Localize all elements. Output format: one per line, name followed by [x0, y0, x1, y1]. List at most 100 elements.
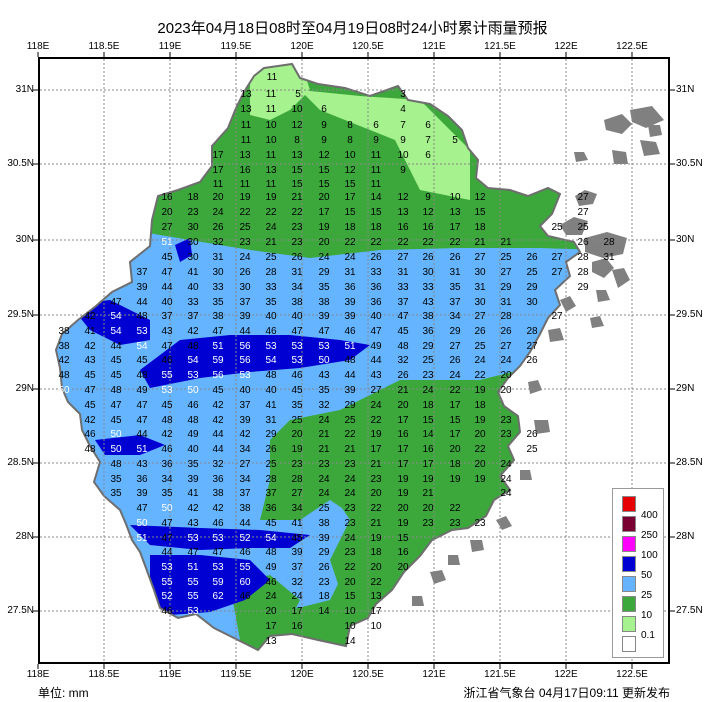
rainfall-value: 42: [84, 311, 96, 322]
rainfall-value: 23: [422, 370, 434, 381]
rainfall-value: 20: [370, 488, 382, 499]
rainfall-value: 26: [265, 444, 277, 455]
rainfall-value: 53: [265, 341, 277, 352]
rainfall-value: 42: [84, 415, 96, 426]
rainfall-value: 10: [265, 120, 277, 131]
right-lat-label: 28N: [676, 531, 695, 542]
rainfall-value: 26: [291, 252, 303, 263]
rainfall-value: 16: [161, 192, 173, 203]
rainfall-value: 19: [318, 222, 330, 233]
rainfall-value: 44: [370, 355, 382, 366]
rainfall-value: 13: [397, 207, 409, 218]
rainfall-value: 44: [212, 444, 224, 455]
rainfall-value: 23: [318, 577, 330, 588]
legend-label: 10: [641, 610, 653, 621]
rainfall-value: 38: [422, 311, 434, 322]
rainfall-value: 38: [239, 503, 251, 514]
rainfall-value: 20: [500, 370, 512, 381]
rainfall-value: 48: [110, 385, 122, 396]
left-lat-label: 28.5N: [7, 457, 34, 468]
rainfall-value: 29: [265, 429, 277, 440]
rainfall-value: 12: [344, 165, 356, 176]
rainfall-value: 45: [397, 326, 409, 337]
rainfall-value: 48: [344, 355, 356, 366]
rainfall-value: 37: [397, 297, 409, 308]
bottom-lon-label: 119E: [158, 669, 182, 680]
rainfall-value: 27: [577, 207, 589, 218]
rainfall-value: 36: [370, 297, 382, 308]
source-label: 浙江省气象台 04月17日09:11 更新发布: [463, 686, 670, 700]
rainfall-value: 48: [397, 341, 409, 352]
rainfall-value: 15: [474, 207, 486, 218]
rainfall-value: 27: [474, 252, 486, 263]
rainfall-value: 22: [370, 237, 382, 248]
rainfall-value: 53: [161, 562, 173, 573]
rainfall-value: 51: [136, 533, 148, 544]
rainfall-value: 17: [422, 459, 434, 470]
rainfall-value: 20: [370, 562, 382, 573]
rainfall-value: 13: [265, 165, 277, 176]
rainfall-value: 23: [344, 503, 356, 514]
rainfall-value: 23: [344, 459, 356, 470]
rainfall-value: 38: [212, 488, 224, 499]
rainfall-value: 29: [318, 547, 330, 558]
rainfall-value: 32: [212, 459, 224, 470]
rainfall-value: 56: [239, 355, 251, 366]
rainfall-value: 53: [318, 341, 330, 352]
legend-swatch: [622, 516, 636, 532]
rainfall-value: 4: [400, 104, 406, 115]
rainfall-value: 31: [265, 415, 277, 426]
rainfall-value: 19: [449, 474, 461, 485]
rainfall-value: 39: [344, 311, 356, 322]
rainfall-value: 25: [265, 459, 277, 470]
rainfall-value: 15: [344, 179, 356, 190]
rainfall-value: 20: [500, 385, 512, 396]
rainfall-value: 55: [187, 591, 199, 602]
rainfall-value: 14: [318, 606, 330, 617]
rainfall-value: 59: [212, 355, 224, 366]
rainfall-value: 16: [422, 444, 434, 455]
rainfall-value: 25: [526, 267, 538, 278]
rainfall-value: 37: [291, 562, 303, 573]
rainfall-value: 6: [373, 120, 379, 131]
rainfall-value: 27: [449, 341, 461, 352]
rainfall-value: 17: [397, 444, 409, 455]
rainfall-value: 29: [344, 400, 356, 411]
rainfall-value: 39: [136, 282, 148, 293]
rainfall-value: 42: [187, 326, 199, 337]
rainfall-value: 47: [110, 400, 122, 411]
rainfall-value: 49: [187, 429, 199, 440]
rainfall-value: 35: [291, 400, 303, 411]
rainfall-value: 7: [425, 135, 431, 146]
rainfall-value: 47: [161, 267, 173, 278]
rainfall-value: 45: [212, 385, 224, 396]
rainfall-value: 26: [318, 562, 330, 573]
rainfall-value: 45: [84, 370, 96, 381]
rainfall-value: 35: [187, 459, 199, 470]
rainfall-value: 30: [187, 222, 199, 233]
rainfall-value: 49: [136, 385, 148, 396]
rainfall-value: 18: [474, 222, 486, 233]
unit-label: 单位: mm: [38, 686, 89, 700]
rainfall-value: 10: [344, 606, 356, 617]
rainfall-value: 33: [397, 282, 409, 293]
rainfall-value: 46: [239, 591, 251, 602]
rainfall-value: 23: [291, 222, 303, 233]
rainfall-value: 19: [265, 192, 277, 203]
rainfall-value: 15: [370, 207, 382, 218]
rainfall-value: 17: [449, 400, 461, 411]
rainfall-value: 11: [371, 150, 382, 161]
rainfall-value: 54: [136, 341, 148, 352]
rainfall-value: 35: [265, 297, 277, 308]
rainfall-value: 21: [370, 518, 382, 529]
rainfall-value: 41: [84, 326, 96, 337]
bottom-lon-label: 122.5E: [616, 669, 648, 680]
rainfall-value: 15: [344, 207, 356, 218]
rainfall-value: 26: [449, 355, 461, 366]
rainfall-value: 28: [265, 267, 277, 278]
rainfall-value: 34: [291, 503, 303, 514]
top-lon-label: 122.5E: [616, 41, 648, 52]
rainfall-value: 20: [397, 503, 409, 514]
rainfall-value: 24: [265, 591, 277, 602]
rainfall-value: 55: [161, 577, 173, 588]
